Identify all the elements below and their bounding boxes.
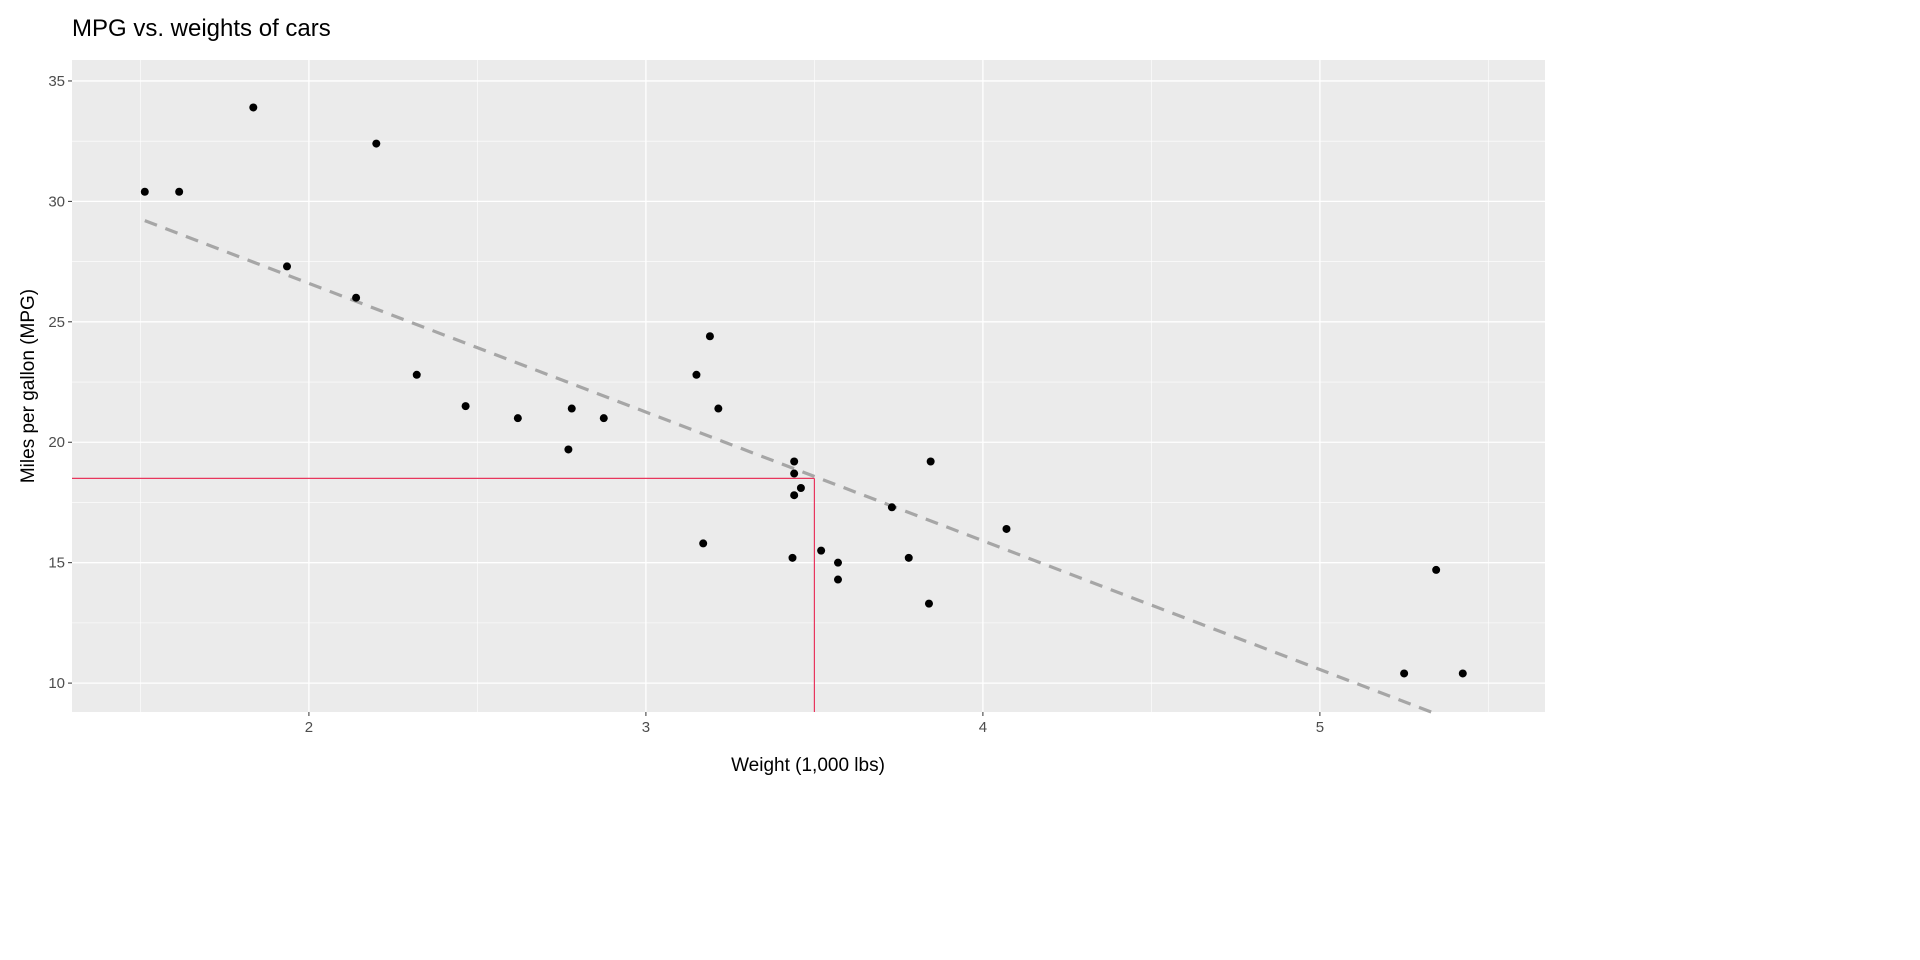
data-point xyxy=(833,558,842,567)
data-point xyxy=(788,553,797,562)
data-point xyxy=(926,457,935,466)
y-tick-label: 35 xyxy=(48,73,65,90)
data-point xyxy=(140,187,149,196)
data-point xyxy=(599,414,608,423)
data-point xyxy=(412,370,421,379)
regression-line xyxy=(144,219,1432,714)
data-point xyxy=(692,370,701,379)
data-point xyxy=(564,445,573,454)
data-point xyxy=(1458,669,1467,678)
x-tick-label: 4 xyxy=(979,719,987,736)
data-point xyxy=(714,404,723,413)
data-point xyxy=(175,187,184,196)
plot-panel xyxy=(72,60,1545,712)
y-tick-label: 10 xyxy=(48,675,65,692)
data-point xyxy=(796,484,805,493)
x-tick-label: 5 xyxy=(1316,719,1324,736)
data-point xyxy=(705,332,714,341)
data-point xyxy=(513,414,522,423)
data-point xyxy=(887,503,896,512)
data-point xyxy=(790,491,799,500)
data-point xyxy=(1400,669,1409,678)
y-tick-label: 25 xyxy=(48,314,65,331)
y-tick-label: 30 xyxy=(48,193,65,210)
data-point xyxy=(904,553,913,562)
data-point xyxy=(790,457,799,466)
x-tick-label: 3 xyxy=(642,719,650,736)
data-point xyxy=(372,139,381,148)
data-point xyxy=(924,599,933,608)
x-axis-title: Weight (1,000 lbs) xyxy=(731,755,885,776)
y-tick-label: 20 xyxy=(48,434,65,451)
data-point xyxy=(352,293,361,302)
data-point xyxy=(1432,565,1441,574)
data-point xyxy=(790,469,799,478)
data-point xyxy=(249,103,258,112)
data-point xyxy=(833,575,842,584)
data-point xyxy=(567,404,576,413)
y-tick-label: 15 xyxy=(48,555,65,572)
y-axis-title: Miles per gallon (MPG) xyxy=(18,289,39,483)
data-point xyxy=(1002,524,1011,533)
data-point xyxy=(699,539,708,548)
data-point xyxy=(817,546,826,555)
x-tick-label: 2 xyxy=(305,719,313,736)
data-point xyxy=(461,402,470,411)
chart-title: MPG vs. weights of cars xyxy=(72,15,331,42)
data-point xyxy=(283,262,292,271)
